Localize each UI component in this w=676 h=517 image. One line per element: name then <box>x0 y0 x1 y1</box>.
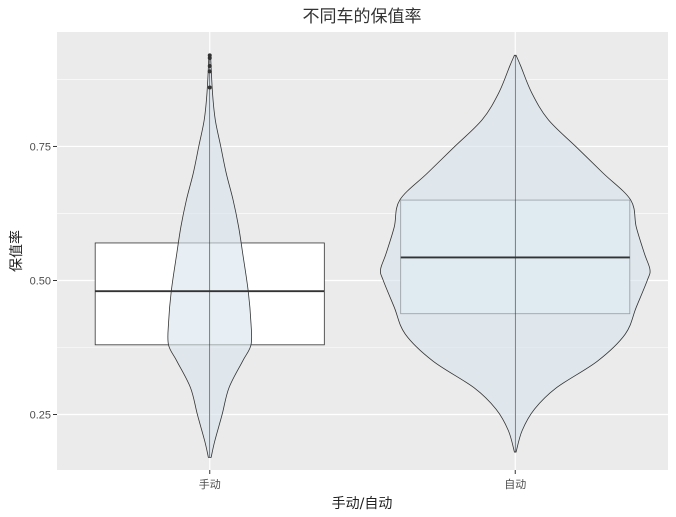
y-tick-label: 0.25 <box>30 410 51 422</box>
y-axis: 0.25 0.50 0.75 <box>30 141 57 422</box>
outlier-point <box>207 64 212 69</box>
box-layer <box>95 256 630 293</box>
x-axis-title: 手动/自动 <box>332 496 393 512</box>
outlier-point <box>207 53 212 58</box>
x-tick-label: 自动 <box>504 478 526 491</box>
y-axis-title: 保值率 <box>8 230 25 272</box>
outlier-point <box>207 69 212 74</box>
chart-title: 不同车的保值率 <box>303 7 422 27</box>
x-axis: 手动 自动 <box>199 470 526 491</box>
x-tick-label: 手动 <box>199 477 221 491</box>
outlier-point <box>207 85 212 90</box>
y-tick-label: 0.75 <box>30 141 51 153</box>
violin-layer <box>94 54 651 458</box>
y-tick-label: 0.50 <box>30 275 51 287</box>
outlier-layer <box>207 53 212 90</box>
